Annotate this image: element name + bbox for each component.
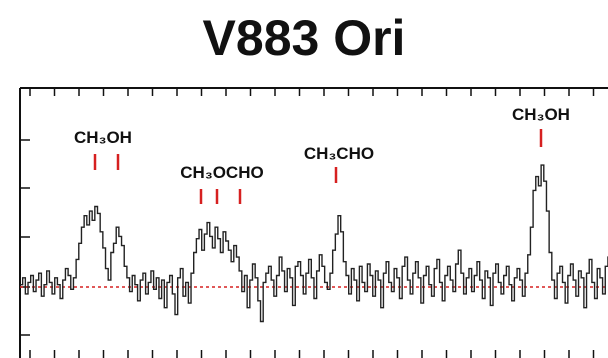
plot-frame [19,87,608,358]
molecule-label: CH₃OH [512,105,570,124]
molecule-label: CH₃OCHO [180,163,263,182]
molecule-label: CH₃CHO [304,144,374,163]
molecule-labels: CH₃OH CH₃OCHO CH₃CHO CH₃OH [74,105,570,182]
molecule-label: CH₃OH [74,128,132,147]
chart-title: V883 Ori [202,10,406,66]
spectrum-trace [20,164,608,323]
line-markers [93,129,543,204]
